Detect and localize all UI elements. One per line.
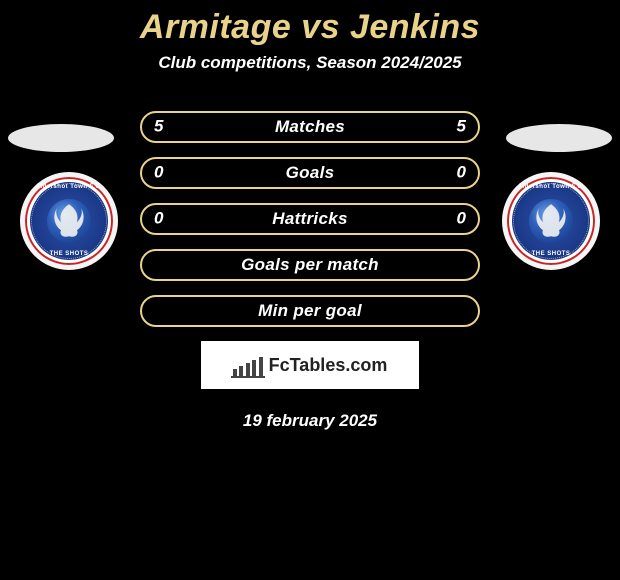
stat-row-gpm: Goals per match [140,249,480,281]
club-badge-right: Aldershot Town F.C. THE SHOTS [502,172,600,270]
stat-left-value: 0 [154,163,163,183]
club-motto-right: THE SHOTS [507,251,595,257]
stat-label: Matches [275,117,345,137]
player-photo-left [8,124,114,152]
stat-rows-container: 5 Matches 5 0 Goals 0 0 Hattricks 0 Goal… [140,111,480,327]
comparison-card: Armitage vs Jenkins Club competitions, S… [0,0,620,431]
stat-left-value: 5 [154,117,163,137]
phoenix-icon [49,200,89,240]
subtitle: Club competitions, Season 2024/2025 [0,53,620,73]
club-motto-left: THE SHOTS [25,251,113,257]
stat-row-hattricks: 0 Hattricks 0 [140,203,480,235]
page-title: Armitage vs Jenkins [0,8,620,47]
brand-text: FcTables.com [269,355,388,376]
stat-right-value: 5 [457,117,466,137]
stat-right-value: 0 [457,209,466,229]
stat-left-value: 0 [154,209,163,229]
player-photo-right [506,124,612,152]
brand-block: FcTables.com [201,341,419,389]
stat-right-value: 0 [457,163,466,183]
club-name-left: Aldershot Town F.C. [25,184,113,190]
date-text: 19 february 2025 [0,411,620,431]
stat-row-goals: 0 Goals 0 [140,157,480,189]
stat-row-mpg: Min per goal [140,295,480,327]
stat-label: Goals [286,163,335,183]
stat-label: Goals per match [241,255,379,275]
stat-label: Min per goal [258,301,362,321]
stat-row-matches: 5 Matches 5 [140,111,480,143]
phoenix-icon [531,200,571,240]
club-name-right: Aldershot Town F.C. [507,184,595,190]
brand-bars-icon [233,354,263,376]
club-badge-left: Aldershot Town F.C. THE SHOTS [20,172,118,270]
stat-label: Hattricks [272,209,347,229]
